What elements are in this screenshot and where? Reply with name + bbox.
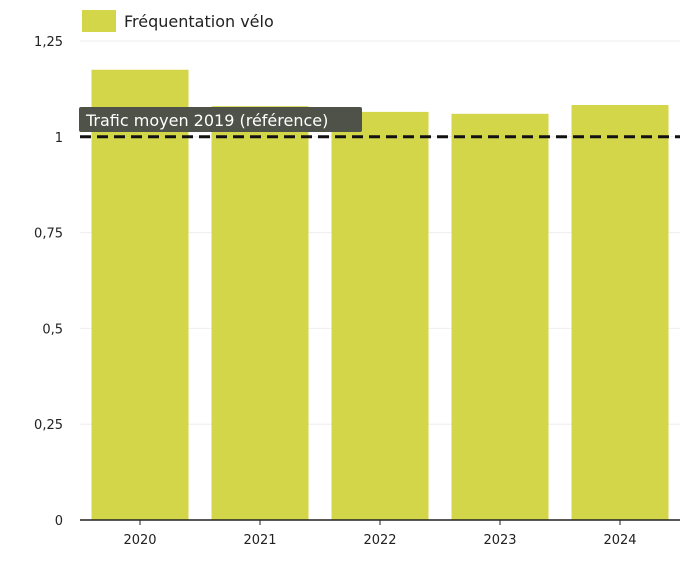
bar-2020 [91,69,189,521]
x-tick-label: 2023 [483,533,516,548]
bar-2022 [331,111,429,520]
bar-2024 [571,104,669,521]
x-tick-label: 2024 [603,533,636,548]
x-tick-label: 2022 [363,533,396,548]
bar-2023 [451,113,549,521]
bar-2021 [211,106,309,521]
x-tick-label: 2021 [243,533,276,548]
y-tick-label: 1 [55,131,63,146]
y-tick-label: 1,25 [34,35,63,50]
y-tick-label: 0,25 [34,418,63,433]
legend: Fréquentation vélo [82,9,274,33]
x-tick-label: 2020 [123,533,156,548]
y-tick-label: 0,75 [34,227,63,242]
reference-label-box [79,107,362,132]
legend-swatch [82,10,116,32]
legend-label: Fréquentation vélo [124,11,274,31]
reference-label: Trafic moyen 2019 (référence) [85,111,328,130]
y-tick-label: 0,5 [42,322,63,337]
y-tick-label: 0 [55,514,63,529]
